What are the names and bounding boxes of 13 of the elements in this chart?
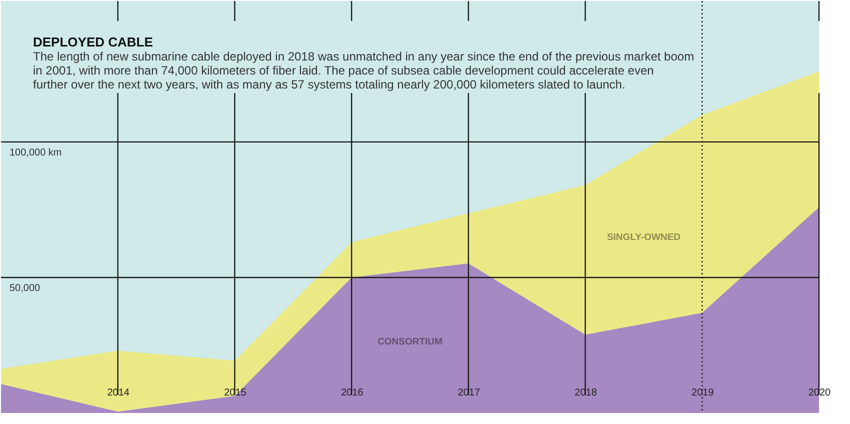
text: DEPLOYED CABLE [33, 34, 154, 50]
x-tick-label: 2017 [458, 388, 480, 398]
x-tick-label: 2015 [224, 388, 247, 398]
series-label: CONSORTIUM [378, 336, 443, 348]
x-tick-label: 2014 [107, 388, 130, 398]
x-tick-label: 2016 [340, 388, 364, 398]
text: The length of new submarine cable deployed in 2018 was unmatched in any year since the end of the previous market boom in 2001, with more than 74,000 kilometers of fiber laid. The pace of subsea cable development could accelerate even further over the next two years, with as many as 57 systems totaling nearly 200,000 kilometers slated to launch. [33, 49, 694, 92]
y-tick-label: 50,000 [10, 282, 41, 294]
series-label: SINGLY-OWNED [606, 232, 681, 243]
x-tick-label: 2018 [574, 388, 598, 398]
x-tick-label: 2020 [808, 388, 832, 398]
y-tick-label: 100,000 km [10, 147, 62, 158]
x-tick-label: 2019 [692, 388, 714, 398]
